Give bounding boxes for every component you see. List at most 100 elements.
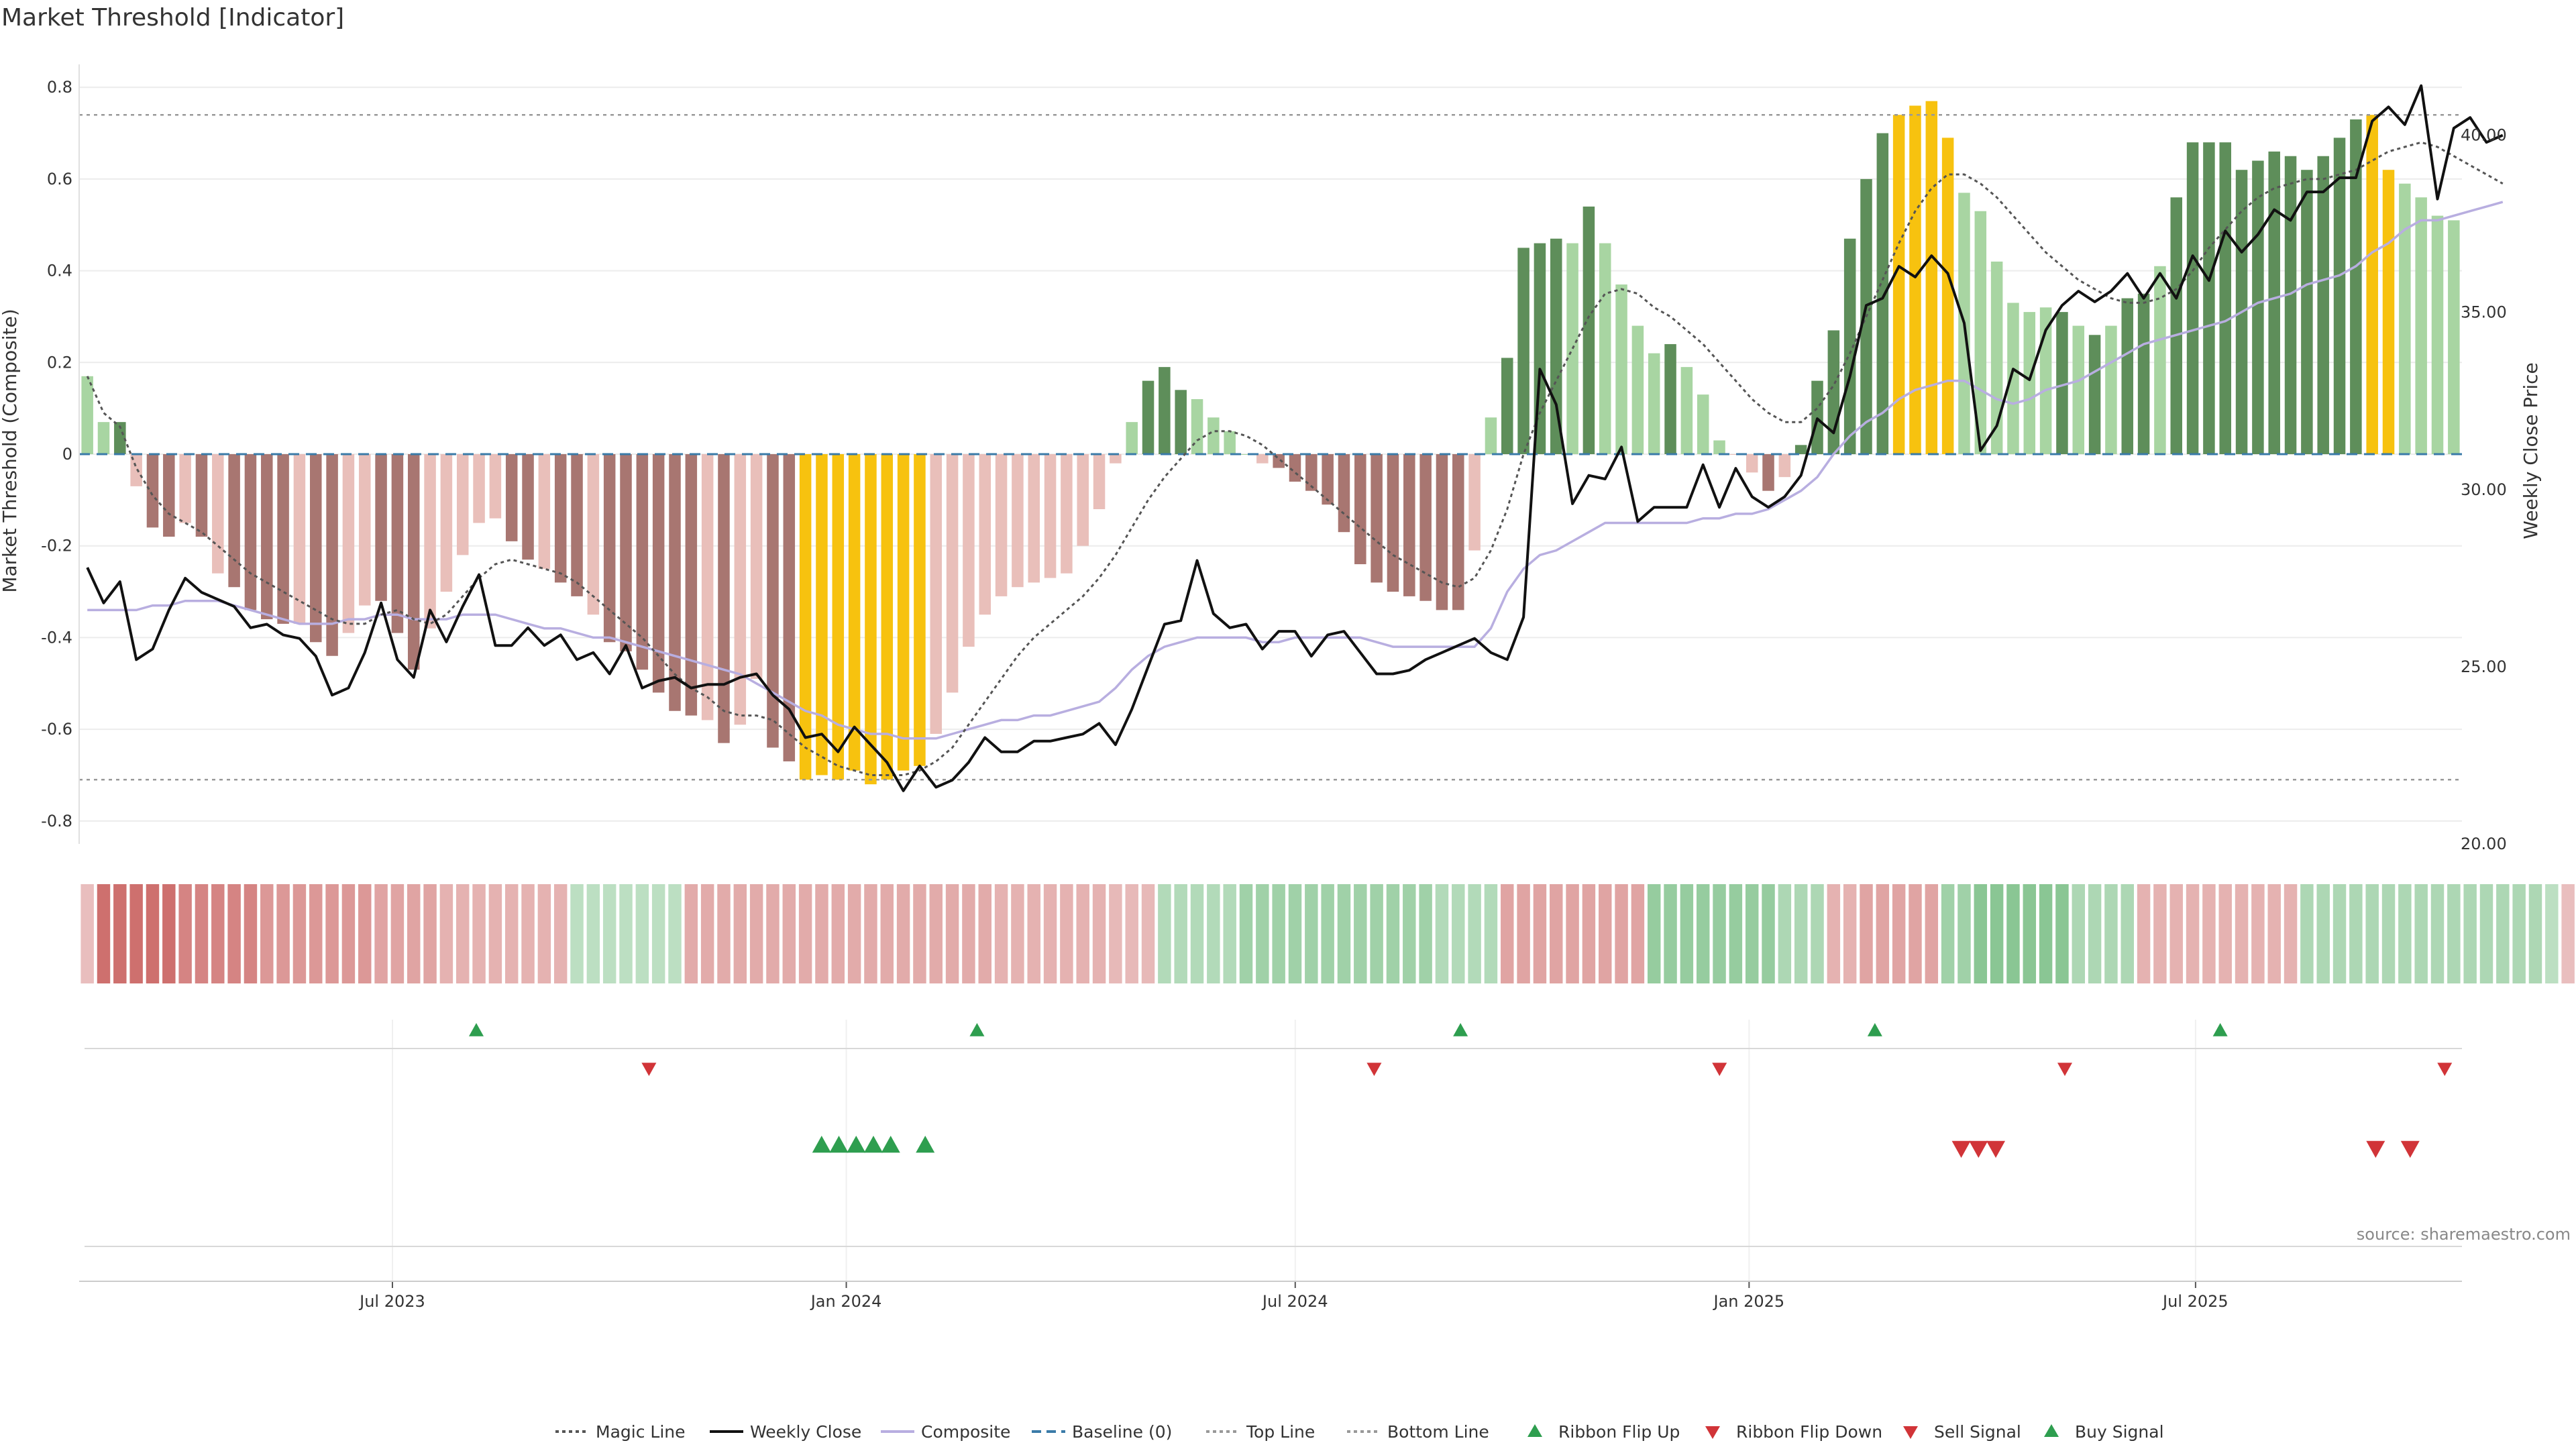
legend-label: Top Line <box>1246 1422 1315 1442</box>
composite-bar <box>865 454 877 785</box>
ribbon-segment <box>1517 884 1530 983</box>
composite-bar <box>897 454 910 771</box>
ribbon-segment <box>962 884 975 983</box>
ribbon-segment <box>1468 884 1481 983</box>
x-tick-label: Jul 2023 <box>358 1292 425 1311</box>
signal-panels <box>85 1023 2462 1247</box>
legend-label: Baseline (0) <box>1072 1422 1172 1442</box>
composite-bar <box>1371 454 1383 583</box>
composite-bar <box>554 454 567 583</box>
composite-bar <box>81 376 93 454</box>
ribbon-segment <box>374 884 388 983</box>
ribbon-segment <box>97 884 111 983</box>
ribbon-segment <box>2300 884 2314 983</box>
sell-signal-marker <box>1969 1140 1988 1158</box>
composite-bar <box>1208 417 1220 454</box>
composite-bar <box>277 454 289 624</box>
composite-bar <box>734 454 747 725</box>
sell-signal-marker <box>1986 1140 2006 1158</box>
composite-bar <box>1599 243 1611 454</box>
ribbon-segment <box>2153 884 2167 983</box>
ribbon-segment <box>2398 884 2412 983</box>
composite-bar <box>2366 115 2378 454</box>
ribbon-segment <box>798 884 812 983</box>
ribbon-segment <box>1223 884 1236 983</box>
legend-marker <box>1903 1426 1918 1439</box>
ribbon-segment <box>864 884 877 983</box>
ribbon-segment <box>1452 884 1465 983</box>
composite-bar <box>1061 454 1073 574</box>
ribbon-segment <box>2055 884 2069 983</box>
grid <box>79 87 2462 1281</box>
x-tick-label: Jul 2024 <box>1261 1292 1328 1311</box>
composite-bar <box>2317 156 2329 455</box>
ribbon-segment <box>244 884 258 983</box>
ribbon-segment <box>749 884 763 983</box>
ribbon-segment <box>2072 884 2086 983</box>
composite-bar <box>669 454 681 711</box>
y-tick-left: 0.8 <box>47 78 72 97</box>
ribbon-segment <box>504 884 519 983</box>
ribbon-segment <box>929 884 943 983</box>
composite-bar <box>2121 298 2134 454</box>
ribbon-flip-down-marker <box>641 1063 657 1076</box>
ribbon-flip-up-marker <box>1453 1023 1468 1036</box>
composite-bar <box>130 454 142 486</box>
composite-bar <box>2301 170 2313 454</box>
buy-signal-marker <box>916 1136 935 1153</box>
composite-bar <box>146 454 159 528</box>
ribbon-segment <box>1909 884 1922 983</box>
composite-bar <box>2333 138 2346 455</box>
ribbon-segment <box>1337 884 1351 983</box>
composite-bar <box>1876 133 1889 454</box>
composite-bar <box>1485 417 1497 454</box>
legend-label: Magic Line <box>596 1422 686 1442</box>
ribbon-segment <box>1729 884 1743 983</box>
y-axis-label-left: Market Threshold (Composite) <box>0 309 21 592</box>
ribbon-segment <box>1647 884 1661 983</box>
composite-bar <box>1387 454 1399 592</box>
ribbon-segment <box>2235 884 2249 983</box>
composite-bar <box>2252 160 2264 454</box>
ribbon-segment <box>1305 884 1318 983</box>
ribbon-segment <box>1599 884 1612 983</box>
composite-bar <box>2170 197 2183 454</box>
ribbon-segment <box>1256 884 1269 983</box>
composite-bar <box>1028 454 1040 583</box>
composite-bar <box>522 454 534 560</box>
composite-bar <box>2219 142 2231 454</box>
ribbon-segment <box>2251 884 2265 983</box>
ribbon-segment <box>668 884 682 983</box>
composite-bar <box>407 454 420 670</box>
ribbon-segment <box>2414 884 2428 983</box>
ribbon-segment <box>439 884 453 983</box>
ribbon-segment <box>2463 884 2477 983</box>
ribbon-segment <box>1272 884 1285 983</box>
y-tick-right: 40.00 <box>2461 126 2507 145</box>
composite-bar <box>1892 115 1905 454</box>
buy-signal-marker <box>864 1136 883 1153</box>
composite-bar <box>963 454 975 647</box>
ribbon-segment <box>782 884 796 983</box>
ribbon-segment <box>472 884 486 983</box>
ribbon-segment <box>1174 884 1187 983</box>
composite-bar <box>2399 183 2411 454</box>
composite-bar <box>2284 156 2297 455</box>
composite-bar <box>1909 105 1921 455</box>
x-tick-label: Jul 2025 <box>2161 1292 2229 1311</box>
ribbon-segment <box>766 884 780 983</box>
weekly-close-line <box>86 84 2504 792</box>
ribbon-segment <box>2218 884 2232 983</box>
ribbon-segment <box>2365 884 2379 983</box>
composite-bar <box>2137 293 2150 454</box>
ribbon-segment <box>341 884 356 983</box>
composite-bar <box>1142 380 1155 454</box>
legend-item: Top Line <box>1206 1422 1315 1442</box>
composite-bar <box>2154 266 2166 454</box>
ribbon-segment <box>1158 884 1171 983</box>
ribbon-segment <box>113 884 127 983</box>
legend-label: Buy Signal <box>2075 1422 2164 1442</box>
legend-item: Magic Line <box>555 1422 686 1442</box>
composite-bar <box>2382 170 2395 454</box>
ribbon-segment <box>1811 884 1824 983</box>
